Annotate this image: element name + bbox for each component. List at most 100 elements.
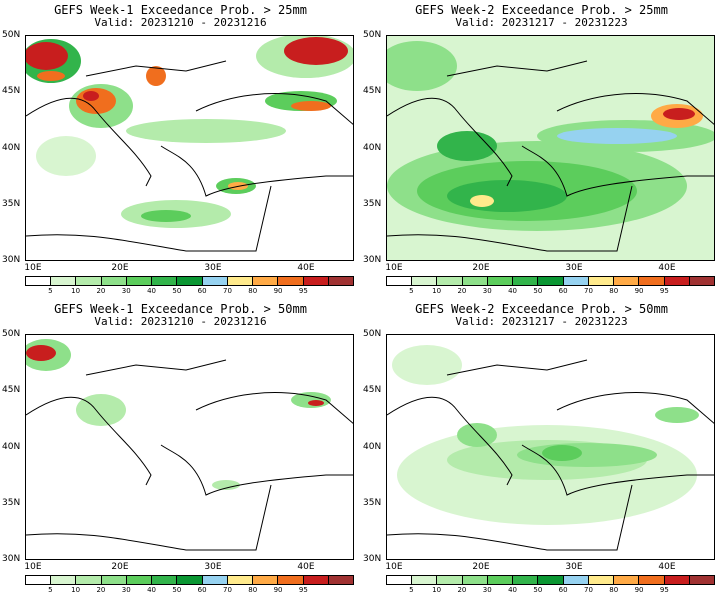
- probability-shading: [26, 36, 353, 228]
- lon-label: 40E: [658, 562, 676, 572]
- colorbar-swatch: [126, 576, 153, 584]
- colorbar-swatch: [412, 576, 438, 584]
- colorbar-swatch: [26, 277, 52, 285]
- colorbar-swatch: [639, 277, 665, 285]
- probability-map: [26, 36, 353, 252]
- colorbar-swatch: [328, 576, 354, 584]
- panel-week2-50mm: GEFS Week-2 Exceedance Prob. > 50mm Vali…: [361, 299, 722, 598]
- colorbar-tick-label: 70: [583, 586, 593, 594]
- lat-label: 45N: [363, 385, 382, 395]
- lon-label: 20E: [472, 562, 490, 572]
- colorbar-tick-label: 95: [298, 586, 308, 594]
- colorbar-swatch: [538, 576, 564, 584]
- colorbar-swatch: [437, 277, 463, 285]
- map-area: [25, 334, 354, 560]
- colorbar-swatch: [462, 576, 488, 584]
- colorbar-tick-label: 60: [558, 586, 568, 594]
- coastlines: [387, 60, 714, 252]
- lat-label: 35N: [2, 498, 21, 508]
- lon-label: 20E: [111, 263, 129, 273]
- colorbar-tick-label: 60: [197, 586, 207, 594]
- probability-map: [387, 36, 714, 260]
- lon-label: 10E: [24, 562, 42, 572]
- colorbar-swatch: [387, 576, 413, 584]
- colorbar-tick-label: 5: [409, 287, 414, 295]
- colorbar-swatch: [202, 277, 228, 285]
- colorbar-tick-label: 90: [273, 586, 283, 594]
- panel-week1-50mm: GEFS Week-1 Exceedance Prob. > 50mm Vali…: [0, 299, 361, 598]
- panel-valid-range: Valid: 20231210 - 20231216: [94, 16, 267, 29]
- colorbar-tick-label: 95: [298, 287, 308, 295]
- colorbar-tick-label: 40: [147, 586, 156, 594]
- colorbar-tick-label: 80: [248, 586, 258, 594]
- lat-label: 35N: [2, 199, 21, 209]
- colorbar-swatch: [538, 277, 564, 285]
- colorbar-swatch: [614, 576, 640, 584]
- coastlines: [26, 359, 353, 551]
- colorbar-tick-label: 95: [659, 287, 669, 295]
- lat-label: 40N: [2, 143, 21, 153]
- colorbar-swatch: [278, 277, 304, 285]
- colorbar-swatch: [51, 277, 77, 285]
- probability-map: [387, 345, 714, 551]
- colorbar-tick-label: 70: [222, 586, 232, 594]
- colorbar-tick-label: 30: [482, 586, 492, 594]
- colorbar-tick-label: 5: [409, 586, 414, 594]
- colorbar-swatch: [437, 576, 463, 584]
- colorbar-swatch: [614, 277, 640, 285]
- lat-label: 30N: [2, 255, 21, 265]
- probability-shading: [387, 36, 714, 260]
- colorbar-swatch: [177, 277, 203, 285]
- colorbar-tick-label: 60: [558, 287, 568, 295]
- colorbar-swatch: [126, 277, 153, 285]
- lat-label: 40N: [363, 442, 382, 452]
- colorbar-swatch: [227, 277, 254, 285]
- colorbar-swatch: [202, 576, 228, 584]
- colorbar-swatch: [177, 576, 203, 584]
- colorbar-swatch: [664, 277, 690, 285]
- colorbar-swatch: [152, 277, 178, 285]
- colorbar-swatch: [253, 277, 279, 285]
- probability-shading: [392, 345, 699, 525]
- lat-label: 35N: [363, 199, 382, 209]
- colorbar-swatch: [588, 277, 615, 285]
- panel-week1-25mm: GEFS Week-1 Exceedance Prob. > 25mm Vali…: [0, 0, 361, 299]
- colorbar-swatch: [76, 576, 102, 584]
- colorbar-tick-label: 50: [533, 586, 543, 594]
- colorbar-swatch: [639, 576, 665, 584]
- lon-label: 40E: [658, 263, 676, 273]
- map-area: [386, 334, 715, 560]
- lat-label: 45N: [2, 86, 21, 96]
- colorbar-tick-label: 10: [71, 586, 81, 594]
- colorbar-swatch: [664, 576, 690, 584]
- colorbar-tick-label: 5: [48, 586, 53, 594]
- coastlines: [387, 359, 714, 551]
- colorbar-tick-label: 20: [457, 586, 467, 594]
- colorbar-tick-label: 50: [533, 287, 543, 295]
- colorbar-swatch: [487, 277, 514, 285]
- probability-map: [26, 339, 353, 551]
- colorbar-swatch: [588, 576, 615, 584]
- colorbar-tick-label: 20: [96, 287, 106, 295]
- colorbar: [386, 276, 715, 286]
- lon-label: 30E: [565, 562, 583, 572]
- colorbar-swatch: [513, 277, 539, 285]
- colorbar-swatch: [253, 576, 279, 584]
- colorbar-swatch: [303, 576, 329, 584]
- map-area: [386, 35, 715, 261]
- lon-label: 10E: [385, 263, 403, 273]
- panel-title: GEFS Week-1 Exceedance Prob. > 25mm: [54, 3, 307, 17]
- colorbar-tick-label: 30: [482, 287, 492, 295]
- colorbar-tick-label: 30: [121, 586, 131, 594]
- colorbar: [25, 575, 354, 585]
- lat-label: 50N: [363, 30, 382, 40]
- colorbar-swatch: [563, 277, 589, 285]
- colorbar-tick-label: 80: [609, 287, 619, 295]
- colorbar-swatch: [387, 277, 413, 285]
- colorbar-swatch: [76, 277, 102, 285]
- colorbar-tick-label: 95: [659, 586, 669, 594]
- lon-label: 40E: [297, 263, 315, 273]
- lon-label: 40E: [297, 562, 315, 572]
- colorbar-swatch: [278, 576, 304, 584]
- lat-label: 50N: [2, 329, 21, 339]
